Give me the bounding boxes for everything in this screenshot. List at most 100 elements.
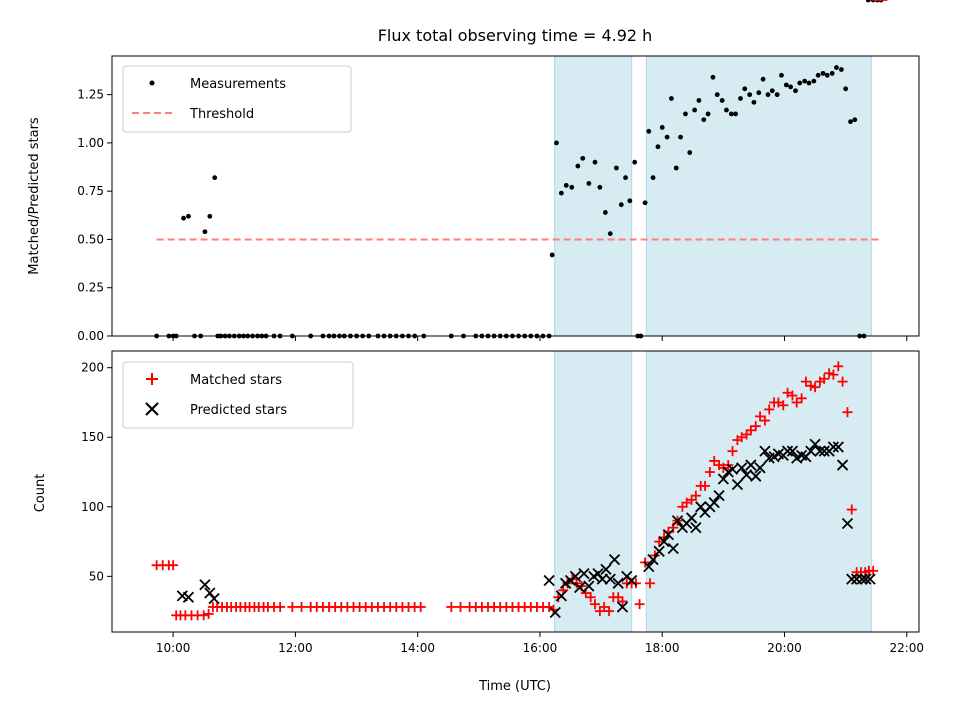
matched-stars-point xyxy=(198,610,209,621)
predicted-stars-point xyxy=(555,590,567,602)
matched-stars-point xyxy=(690,490,701,501)
measurement-point xyxy=(607,231,613,237)
legend-marker-measurements xyxy=(149,80,155,86)
matched-stars-point xyxy=(805,380,816,391)
panel-ratio: 0.00 0.25 0.50 0.75 1.00 1.25 Matched/Predict… xyxy=(27,0,920,343)
x-tick-label: 10:00 xyxy=(156,641,191,655)
observing-spans-bottom xyxy=(554,350,872,633)
predicted-stars-point xyxy=(204,587,216,599)
matched-stars-point xyxy=(868,565,879,576)
predicted-stars-point xyxy=(805,445,817,457)
matched-stars-point xyxy=(630,578,641,589)
measurement-point xyxy=(613,165,619,171)
predicted-stars-point xyxy=(592,567,604,580)
measurement-point xyxy=(820,70,826,76)
predicted-stars-point xyxy=(690,522,702,534)
measurement-point xyxy=(687,150,693,155)
measurement-point xyxy=(668,96,674,101)
matched-stars-point xyxy=(759,415,770,426)
x-tick-label: 14:00 xyxy=(400,641,435,655)
matched-stars-point xyxy=(168,560,179,571)
matched-stars-point xyxy=(819,373,830,384)
legend-marker-matched xyxy=(146,373,158,385)
matched-stars-point xyxy=(842,407,853,418)
measurement-point xyxy=(811,78,817,84)
predicted-stars-point xyxy=(846,573,858,585)
predicted-stars-point xyxy=(653,545,665,557)
x-tick-label: 20:00 xyxy=(767,641,802,655)
measurement-point xyxy=(586,181,592,186)
measurement-point xyxy=(815,72,821,78)
matched-stars-point xyxy=(796,393,807,404)
panel-counts: 10:00 12:00 14:00 16:00 18:00 20:00 22:00 50 100… xyxy=(33,0,924,694)
predicted-stars-point xyxy=(182,591,195,603)
measurement-point xyxy=(783,82,789,88)
y-axis-label-top: Matched/Predicted stars xyxy=(27,117,42,275)
x-tick-label: 22:00 xyxy=(889,641,924,655)
legend-label-matched: Matched stars xyxy=(190,373,282,388)
legend-top: Measurements Threshold xyxy=(122,65,352,133)
predicted-stars-point xyxy=(809,438,821,450)
predicted-stars-point xyxy=(856,573,868,585)
predicted-stars-point xyxy=(578,567,590,580)
predicted-stars-point xyxy=(662,528,674,541)
measurement-point xyxy=(802,78,808,84)
y-tick-label-top: 1.25 xyxy=(77,88,104,102)
measurement-point xyxy=(742,86,748,92)
measurement-point xyxy=(751,99,757,105)
observing-span-bottom-1 xyxy=(645,350,872,633)
measurement-point xyxy=(774,92,780,98)
axes-frame-top xyxy=(111,55,920,337)
measurement-point xyxy=(212,175,218,181)
legend-box-top xyxy=(122,65,352,133)
predicted-stars-point xyxy=(818,445,830,457)
predicted-stars-point xyxy=(832,441,844,453)
measurement-point xyxy=(829,70,835,76)
predicted-stars-point xyxy=(596,573,608,585)
measurement-point xyxy=(627,198,633,204)
legend-box-bottom xyxy=(122,361,354,429)
matched-stars-point xyxy=(727,446,738,457)
predicted-stars-point xyxy=(708,496,720,509)
predicted-stars-point xyxy=(750,470,762,482)
matched-stars-point xyxy=(203,608,214,619)
y-tick-label-bottom: 100 xyxy=(81,500,104,514)
measurement-point xyxy=(597,184,603,190)
y-axis-label-bottom: Count xyxy=(33,474,48,513)
measurement-point xyxy=(602,210,608,215)
measurement-point xyxy=(554,140,559,146)
axes-ticks-top: 0.00 0.25 0.50 0.75 1.00 1.25 xyxy=(77,88,908,343)
predicted-stars-point xyxy=(745,459,757,471)
measurement-point xyxy=(714,92,720,98)
matched-stars-point xyxy=(275,601,286,612)
predicted-stars-point xyxy=(667,542,679,555)
predicted-stars-point xyxy=(616,601,629,613)
measurement-point xyxy=(865,0,871,3)
y-tick-label-top: 0.50 xyxy=(77,232,104,246)
predicted-stars-point xyxy=(740,469,753,481)
measurement-point xyxy=(683,111,688,117)
predicted-stars-point xyxy=(543,574,555,587)
predicted-stars-point xyxy=(781,445,794,457)
measurement-point xyxy=(848,119,853,125)
measurement-point xyxy=(207,213,213,219)
measurement-point xyxy=(664,134,670,140)
measurement-point xyxy=(642,200,648,206)
measurement-point xyxy=(793,88,798,94)
matched-stars-point xyxy=(446,601,457,612)
measurement-point xyxy=(186,213,191,219)
measurement-point xyxy=(202,229,208,235)
predicted-stars-point xyxy=(685,512,698,524)
matched-stars-point xyxy=(296,601,307,612)
matched-stars-point xyxy=(645,578,655,589)
predicted-stars-point xyxy=(608,554,621,566)
matched-stars-point xyxy=(589,599,600,610)
y-tick-label-top: 1.00 xyxy=(77,136,104,150)
measurement-point xyxy=(623,175,628,181)
y-tick-label-bottom: 50 xyxy=(89,569,104,583)
measurement-point xyxy=(834,65,839,70)
matched-stars-point xyxy=(287,601,298,612)
axes-ticks-bottom: 10:00 12:00 14:00 16:00 18:00 20:00 22:00 50 100… xyxy=(81,361,924,655)
x-axis-label: Time (UTC) xyxy=(478,679,551,694)
matched-stars-point xyxy=(787,390,798,401)
